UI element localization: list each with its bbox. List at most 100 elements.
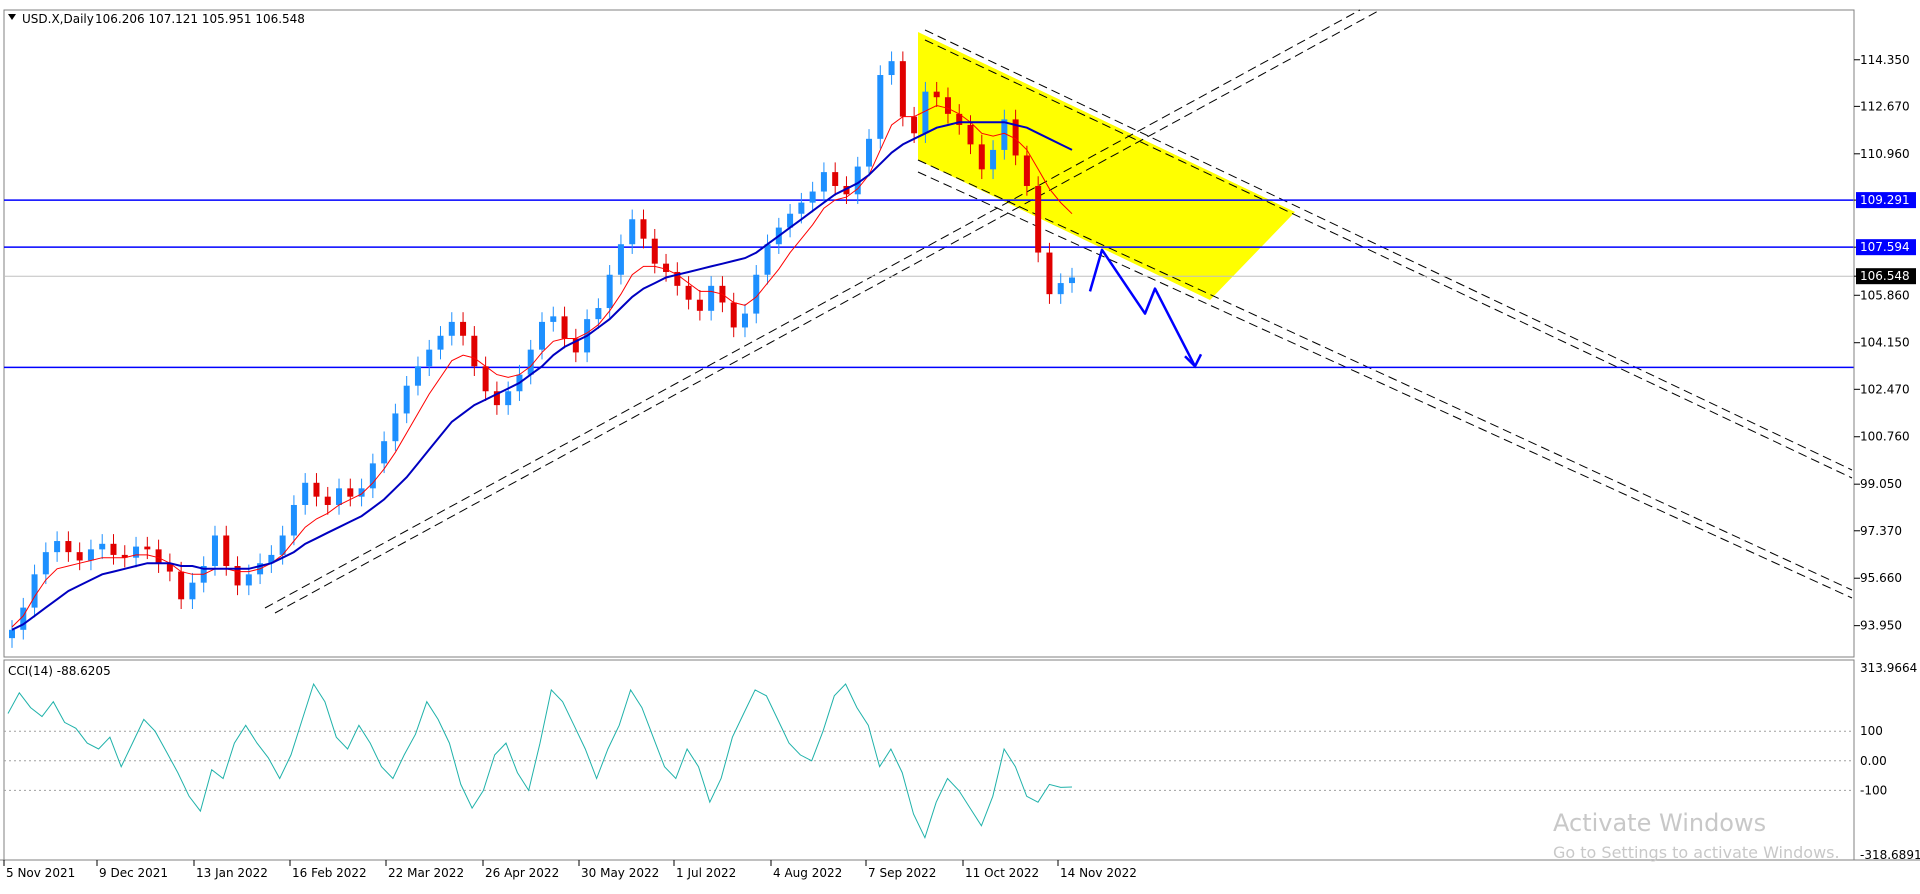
candle-body xyxy=(505,391,512,406)
price-label-box xyxy=(1856,239,1916,256)
candle-body xyxy=(1012,119,1019,156)
candle-body xyxy=(1035,185,1042,253)
time-tick-label: 9 Dec 2021 xyxy=(99,866,168,880)
candle-body xyxy=(54,541,61,553)
candle-body xyxy=(866,138,873,167)
candle-body xyxy=(234,566,241,586)
cci-plot-frame xyxy=(3,659,1855,861)
candle-body xyxy=(550,316,557,322)
candle-body xyxy=(166,563,173,572)
channel-layer xyxy=(918,32,1295,300)
candle-body xyxy=(1069,277,1075,284)
candle-body xyxy=(65,541,72,553)
candle-body xyxy=(20,607,27,630)
price-tick-label: 112.670 xyxy=(1860,99,1910,113)
time-tick-label: 5 Nov 2021 xyxy=(6,866,75,880)
symbol-header: USD.X,Daily xyxy=(22,12,94,26)
trendline[interactable] xyxy=(917,159,1853,591)
time-tick-label: 7 Sep 2022 xyxy=(868,866,936,880)
trendline[interactable] xyxy=(924,29,1853,471)
time-tick-label: 14 Nov 2022 xyxy=(1060,866,1137,880)
candle-body xyxy=(640,219,647,239)
trendline[interactable] xyxy=(917,171,1853,599)
price-tick-label: 97.370 xyxy=(1860,524,1902,538)
candle-body xyxy=(978,144,985,170)
candle-body xyxy=(877,75,884,139)
chart-menu-triangle-icon[interactable] xyxy=(8,14,16,20)
moving-average-layer xyxy=(11,104,1073,631)
price-tick-label: 95.660 xyxy=(1860,571,1902,585)
candle-body xyxy=(324,496,331,505)
candle-body xyxy=(268,554,275,564)
candle-body xyxy=(223,535,230,567)
candle-body xyxy=(606,274,613,309)
price-label-box xyxy=(1856,268,1916,285)
time-tick-label: 22 Mar 2022 xyxy=(388,866,464,880)
candle-body xyxy=(189,582,196,600)
candle-body xyxy=(437,335,444,350)
candle-body xyxy=(290,504,297,536)
price-plot: USD.X,Daily 106.206 107.121 105.951 106.… xyxy=(3,9,1855,658)
candle-body xyxy=(471,335,478,367)
candle-body xyxy=(1001,119,1008,150)
price-tick-label: 100.760 xyxy=(1860,430,1910,444)
candle-body xyxy=(99,543,106,550)
candle-body xyxy=(663,263,670,272)
cci-tick-label: -318.6891 xyxy=(1860,848,1920,862)
candle-body xyxy=(696,299,703,311)
candle-body xyxy=(1046,252,1053,295)
candle-body xyxy=(798,202,805,214)
candle-body xyxy=(482,366,489,392)
candle-body xyxy=(403,385,410,414)
cci-tick-label: 313.9664 xyxy=(1860,661,1917,675)
cci-line xyxy=(7,682,1073,840)
candle-body xyxy=(392,413,399,442)
candle-body xyxy=(990,149,997,170)
candle-body xyxy=(617,244,624,275)
candle-body xyxy=(899,61,906,117)
time-tick-label: 13 Jan 2022 xyxy=(196,866,268,880)
candle-body xyxy=(493,391,500,406)
candle-body xyxy=(956,113,963,125)
candle-body xyxy=(843,185,850,195)
candle-body xyxy=(121,554,128,558)
candle-body xyxy=(674,271,681,286)
price-tick-label: 110.960 xyxy=(1860,147,1910,161)
candle-body xyxy=(685,285,692,300)
level-layer xyxy=(4,199,1854,369)
candle-body xyxy=(313,482,320,497)
price-tick-label: 93.950 xyxy=(1860,619,1902,633)
candle-body xyxy=(358,488,365,497)
candle-body xyxy=(651,238,658,264)
time-tick-label: 4 Aug 2022 xyxy=(773,866,842,880)
ohlc-header: 106.206 107.121 105.951 106.548 xyxy=(95,12,305,26)
candle-body xyxy=(336,488,343,505)
candle-body xyxy=(426,349,433,367)
price-tick-label: 107.594 xyxy=(1860,240,1910,254)
candle-body xyxy=(155,549,162,564)
candle-layer xyxy=(9,51,1075,648)
ma-fast-line xyxy=(11,104,1073,628)
price-tick-label: 105.860 xyxy=(1860,288,1910,302)
candle-body xyxy=(42,552,49,575)
candle-body xyxy=(414,366,421,386)
price-tick-label: 114.350 xyxy=(1860,53,1910,67)
candle-body xyxy=(911,116,918,134)
projection-path[interactable] xyxy=(1088,248,1197,367)
candle-body xyxy=(133,546,140,558)
time-tick-label: 16 Feb 2022 xyxy=(292,866,367,880)
time-tick-label: 11 Oct 2022 xyxy=(965,866,1039,880)
price-label-box xyxy=(1856,192,1916,209)
candle-body xyxy=(764,244,771,275)
projection-layer xyxy=(1088,248,1203,369)
ma-slow-line xyxy=(11,121,1073,631)
candle-body xyxy=(922,91,929,134)
trendline[interactable] xyxy=(924,39,1853,479)
price-tick-label: 104.150 xyxy=(1860,336,1910,350)
candle-body xyxy=(381,441,388,464)
channel-shading xyxy=(918,32,1295,300)
time-tick-label: 1 Jul 2022 xyxy=(676,866,736,880)
trendline[interactable] xyxy=(264,9,1361,609)
candle-body xyxy=(787,213,794,228)
